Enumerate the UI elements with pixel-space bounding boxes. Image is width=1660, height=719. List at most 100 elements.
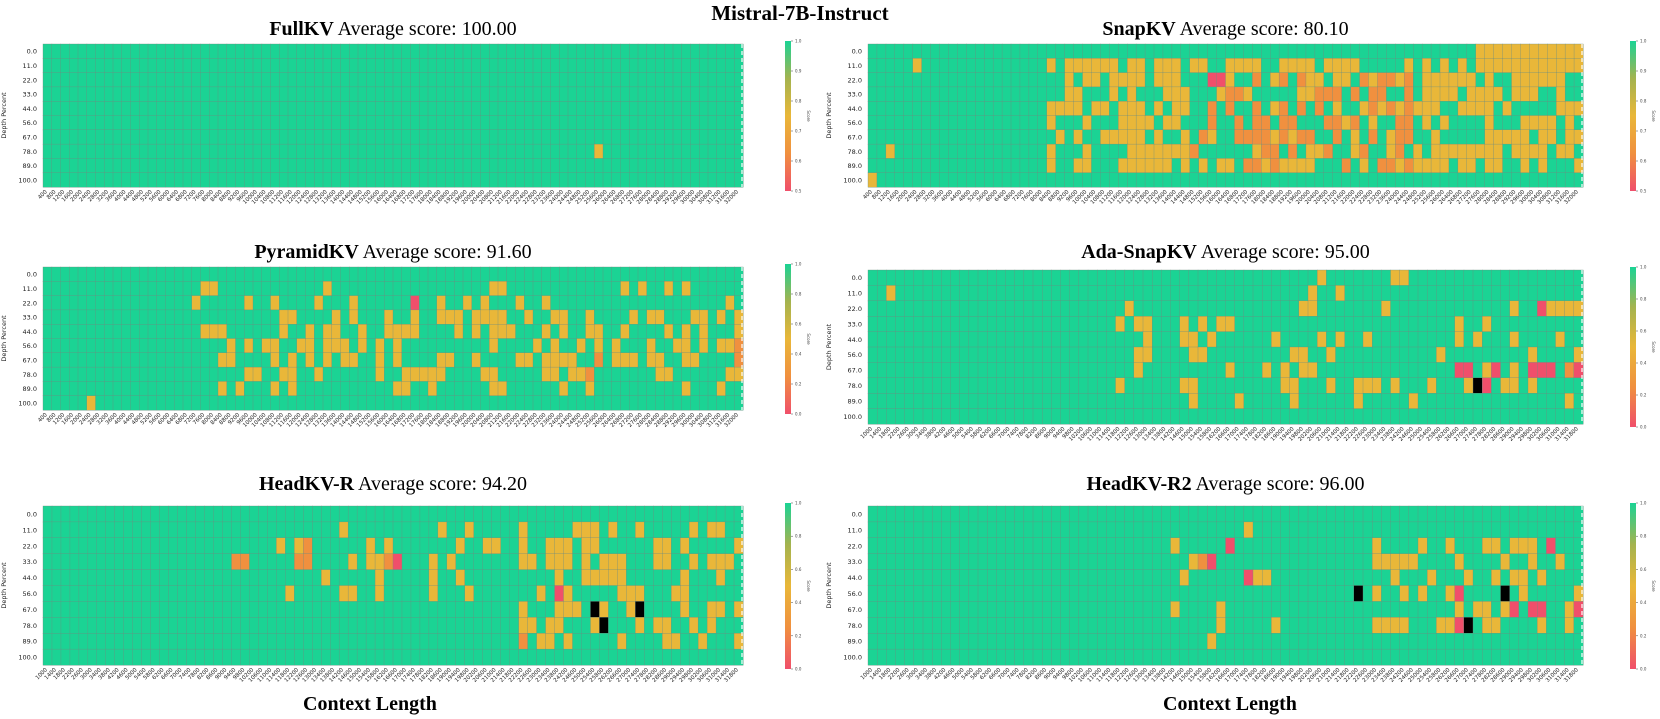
heatmap-cell bbox=[913, 269, 924, 286]
heatmap-cell bbox=[1547, 72, 1557, 88]
heatmap-cell bbox=[235, 281, 245, 297]
heatmap-cell bbox=[252, 43, 263, 59]
panel-title: SnapKV Average score: 80.10 bbox=[1102, 18, 1348, 40]
heatmap-cell bbox=[322, 295, 333, 311]
heatmap-cell bbox=[340, 86, 350, 102]
heatmap-cell bbox=[322, 86, 333, 102]
heatmap-cell bbox=[1454, 569, 1465, 586]
heatmap-cell bbox=[240, 569, 250, 586]
heatmap-cell bbox=[876, 58, 887, 74]
heatmap-cell bbox=[150, 569, 161, 586]
heatmap-cell bbox=[1493, 158, 1504, 174]
heatmap-cell bbox=[977, 537, 988, 555]
heatmap-cell bbox=[401, 505, 412, 523]
heatmap-cell bbox=[150, 553, 161, 571]
heatmap-cell bbox=[1243, 377, 1254, 394]
heatmap-cell bbox=[733, 648, 744, 666]
heatmap-cell bbox=[294, 537, 304, 555]
heatmap-cell bbox=[1454, 408, 1465, 425]
heatmap-cell bbox=[594, 43, 604, 59]
heatmap-cell bbox=[532, 366, 543, 382]
heatmap-cell bbox=[550, 129, 560, 145]
heatmap-cell bbox=[690, 266, 700, 282]
heatmap-cell bbox=[1454, 393, 1465, 410]
heatmap-cell bbox=[95, 266, 105, 282]
heatmap-cell bbox=[594, 381, 604, 397]
heatmap-cell bbox=[1180, 129, 1191, 145]
heatmap-cell bbox=[1073, 72, 1083, 88]
heatmap-cell bbox=[1353, 537, 1364, 555]
heatmap-cell bbox=[147, 143, 158, 159]
heatmap-cell bbox=[209, 266, 219, 282]
heatmap-cell bbox=[904, 601, 915, 618]
heatmap-cell bbox=[1426, 331, 1437, 348]
heatmap-cell bbox=[554, 553, 564, 571]
heatmap-cell bbox=[1344, 346, 1355, 363]
heatmap-cell bbox=[95, 338, 105, 354]
heatmap-cell bbox=[876, 505, 887, 523]
heatmap-cell bbox=[294, 648, 304, 666]
heatmap-cell bbox=[1271, 585, 1281, 602]
heatmap-cell bbox=[168, 633, 179, 650]
heatmap-cell bbox=[1124, 269, 1135, 286]
heatmap-cell bbox=[497, 395, 508, 411]
heatmap-cell bbox=[1546, 362, 1556, 379]
heatmap-cell bbox=[209, 58, 219, 74]
heatmap-cell bbox=[617, 569, 627, 586]
heatmap-cell bbox=[690, 43, 700, 59]
heatmap-cell bbox=[445, 58, 455, 74]
heatmap-cell bbox=[480, 366, 490, 382]
heatmap-cell bbox=[1421, 101, 1432, 116]
heatmap-cell bbox=[147, 266, 158, 282]
heatmap-cell bbox=[267, 537, 277, 555]
heatmap-cell bbox=[1475, 143, 1486, 159]
heatmap-cell bbox=[1243, 505, 1254, 523]
heatmap-cell bbox=[1171, 72, 1182, 88]
heatmap-cell bbox=[629, 143, 639, 159]
heatmap-cell bbox=[1170, 300, 1181, 317]
heatmap-cell bbox=[1216, 346, 1226, 363]
heatmap-cell bbox=[244, 143, 254, 159]
heatmap-cell bbox=[1014, 269, 1025, 286]
heatmap-cell bbox=[629, 281, 639, 297]
heatmap-cell bbox=[1305, 43, 1316, 59]
heatmap-cell bbox=[1368, 115, 1378, 131]
heatmap-cell bbox=[1280, 285, 1291, 302]
heatmap-cell bbox=[60, 309, 70, 325]
heatmap-cell bbox=[1466, 58, 1477, 74]
heatmap-cell bbox=[322, 101, 333, 116]
heatmap-cell bbox=[1001, 72, 1012, 88]
heatmap-cell bbox=[672, 309, 683, 325]
heatmap-cell bbox=[646, 129, 656, 145]
heatmap-cell bbox=[1001, 158, 1012, 174]
heatmap-cell bbox=[1298, 362, 1309, 379]
heatmap-cell bbox=[1170, 331, 1181, 348]
heatmap-cell bbox=[437, 585, 448, 602]
heatmap-cell bbox=[1547, 143, 1557, 159]
heatmap-cell bbox=[1448, 143, 1459, 159]
heatmap-cell bbox=[1064, 143, 1075, 159]
heatmap-cell bbox=[235, 395, 245, 411]
heatmap-cell bbox=[1520, 86, 1530, 102]
y-tick-label: 11.0 bbox=[23, 62, 37, 70]
heatmap-cell bbox=[1206, 346, 1217, 363]
heatmap-cell bbox=[1298, 537, 1309, 555]
heatmap-cell bbox=[886, 601, 896, 618]
heatmap-cell bbox=[1082, 158, 1092, 174]
heatmap-cell bbox=[664, 309, 674, 325]
heatmap-cell bbox=[1399, 331, 1410, 348]
heatmap-cell bbox=[1527, 505, 1538, 523]
heatmap-cell bbox=[1243, 115, 1253, 131]
heatmap-cell bbox=[1518, 553, 1529, 571]
heatmap-cell bbox=[966, 43, 976, 59]
heatmap-cell bbox=[637, 43, 648, 59]
heatmap-cell bbox=[1124, 553, 1135, 571]
heatmap-cell bbox=[1472, 585, 1483, 602]
heatmap-cell bbox=[1069, 346, 1080, 363]
heatmap-cell bbox=[996, 408, 1006, 425]
heatmap-cell bbox=[1118, 143, 1128, 159]
heatmap-cell bbox=[1055, 115, 1066, 131]
heatmap-cell bbox=[1371, 553, 1382, 571]
heatmap-cell bbox=[876, 521, 887, 539]
heatmap-cell bbox=[957, 158, 967, 174]
